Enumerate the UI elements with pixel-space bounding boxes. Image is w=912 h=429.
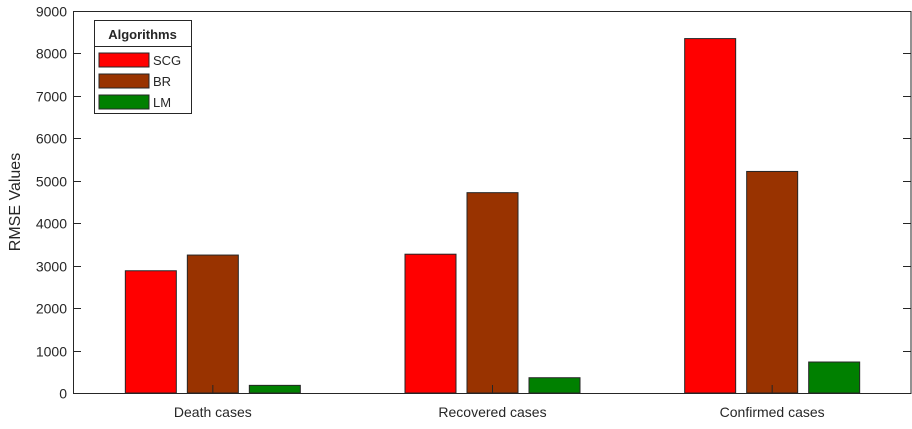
- legend-swatch-scg: [98, 52, 150, 68]
- bar-lm-0: [248, 384, 301, 394]
- y-tick-label: 8000: [36, 46, 67, 62]
- bar-scg-2: [684, 38, 737, 394]
- bar-scg-1: [404, 253, 457, 394]
- legend-swatch-lm: [98, 94, 150, 110]
- y-tick-label: 5000: [36, 174, 67, 190]
- y-axis-title: RMSE Values: [7, 153, 24, 251]
- bar-br-1: [466, 192, 519, 394]
- y-tick-label: 1000: [36, 344, 67, 360]
- plot-frame: [73, 11, 912, 394]
- y-tick-label: 2000: [36, 301, 67, 317]
- y-tick-label: 6000: [36, 131, 67, 147]
- bar-scg-0: [124, 270, 177, 394]
- y-tick-label: 0: [59, 386, 67, 402]
- bar-br-2: [746, 170, 799, 394]
- bar-br-0: [186, 254, 239, 394]
- y-tick-label: 4000: [36, 216, 67, 232]
- bars: [124, 38, 861, 394]
- y-axis-ticks: 0 1000 2000 3000 4000 5000 6000 7000 8000 9000: [36, 4, 911, 402]
- legend-label-lm: LM: [153, 95, 171, 110]
- legend-swatch-br: [98, 73, 150, 89]
- legend-label-scg: SCG: [153, 53, 181, 68]
- legend-label-br: BR: [153, 74, 171, 89]
- bar-lm-1: [528, 377, 581, 394]
- legend-items: SCG BR LM: [98, 52, 181, 110]
- y-tick-label: 9000: [36, 4, 67, 20]
- y-tick-label: 7000: [36, 89, 67, 105]
- y-tick-label: 3000: [36, 259, 67, 275]
- x-axis-ticks: Death cases Recovered cases Confirmed case…: [174, 385, 825, 420]
- x-tick-label: Death cases: [174, 404, 252, 420]
- legend: Algorithms SCG BR LM: [94, 20, 192, 114]
- legend-title: Algorithms: [108, 27, 177, 42]
- x-tick-label: Confirmed cases: [720, 404, 825, 420]
- bar-lm-2: [808, 361, 861, 394]
- x-tick-label: Recovered cases: [438, 404, 546, 420]
